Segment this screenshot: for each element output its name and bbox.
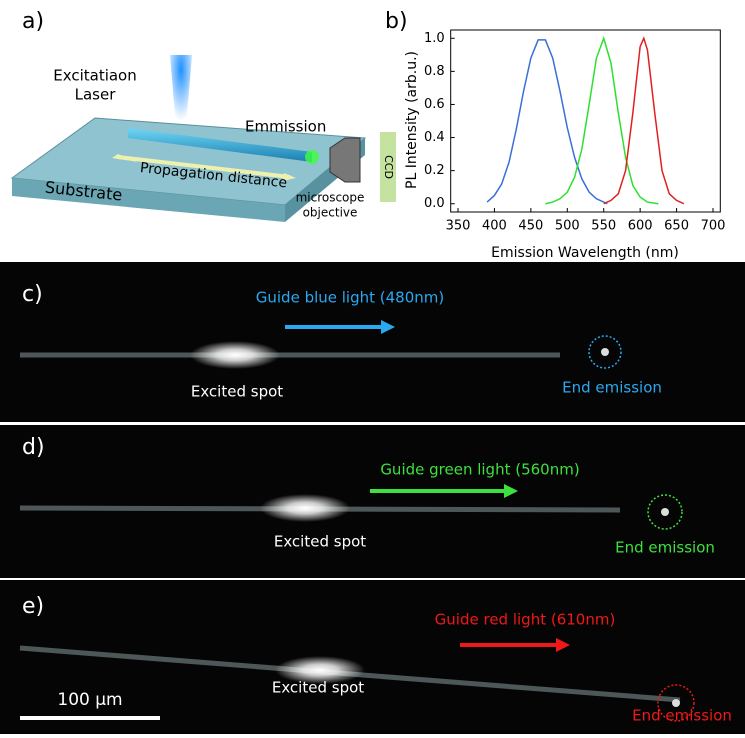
spot-label: Excited spot [272,679,364,697]
end-circle [588,335,622,369]
x-tick-label: 400 [482,219,507,234]
ccd-label: CCD [382,155,395,179]
arrow-head [381,320,395,334]
laser-label: Laser [75,86,117,104]
scale-label: 100 µm [57,690,122,710]
end-circle [647,494,683,530]
panel-label: a) [22,9,44,34]
objective [329,137,361,183]
x-axis-label: Emission Wavelength (nm) [491,245,679,261]
emission-label: Emmission [245,118,326,136]
panel-label: e) [22,594,44,619]
end-label: End emission [562,379,662,397]
end-label: End emission [632,707,732,725]
line-series [545,35,659,205]
propagation-arrow [117,155,291,179]
x-tick-label: 500 [555,219,580,234]
y-tick-label: 0.0 [424,196,445,211]
spot-label: Excited spot [191,383,283,401]
end-spot [601,348,609,356]
guide-label: Guide green light (560nm) [380,461,579,479]
y-tick-label: 1.0 [424,31,445,46]
y-tick-label: 0.4 [424,130,445,145]
micrograph [0,425,745,578]
arrow-head [504,484,518,498]
arrow-head [282,173,296,181]
x-tick-label: 650 [664,219,689,234]
guide-label: Guide blue light (480nm) [256,289,444,307]
arrow-head [556,638,570,652]
plot-frame [450,29,721,213]
emission-spot [305,150,319,164]
end-circle [657,684,695,722]
images: c) Guide blue light (480nm) Excited spot En… [0,262,745,734]
laser-label: Excitatiaon [53,67,137,85]
micrograph [0,262,745,422]
excited-spot [275,656,365,684]
objective-label: objective [303,206,358,220]
line-series [603,36,685,205]
x-tick-label: 550 [591,219,616,234]
end-spot [661,508,669,516]
excited-spot [190,341,280,369]
excited-spot [260,494,350,522]
y-tick-label: 0.6 [424,97,445,112]
panel-label: b) [385,9,408,34]
x-tick-label: 450 [518,219,543,234]
ccd-box [380,132,396,202]
panel-b: b) Emission Wavelength (nm) PL Intensity… [385,9,725,261]
end-spot [672,699,680,707]
objective-label: microscope [296,191,365,205]
line-series [486,39,608,205]
panel-a: a) Excitatiaon Laser Emmission Propagati… [10,9,396,222]
panel-label: d) [22,435,45,460]
guide-label: Guide red light (610nm) [435,611,616,629]
substrate-front [12,178,285,222]
x-tick-label: 600 [628,219,653,234]
x-tick-label: 350 [446,219,471,234]
end-label: End emission [615,539,715,557]
panel-label: c) [22,282,43,307]
spot-label: Excited spot [274,533,366,551]
y-axis-label: PL Intensity (arb.u.) [404,51,420,189]
y-tick-label: 0.2 [424,163,445,178]
nanowire [128,128,312,162]
y-tick-label: 0.8 [424,64,445,79]
laser-beam [170,55,192,128]
x-tick-label: 700 [701,219,726,234]
